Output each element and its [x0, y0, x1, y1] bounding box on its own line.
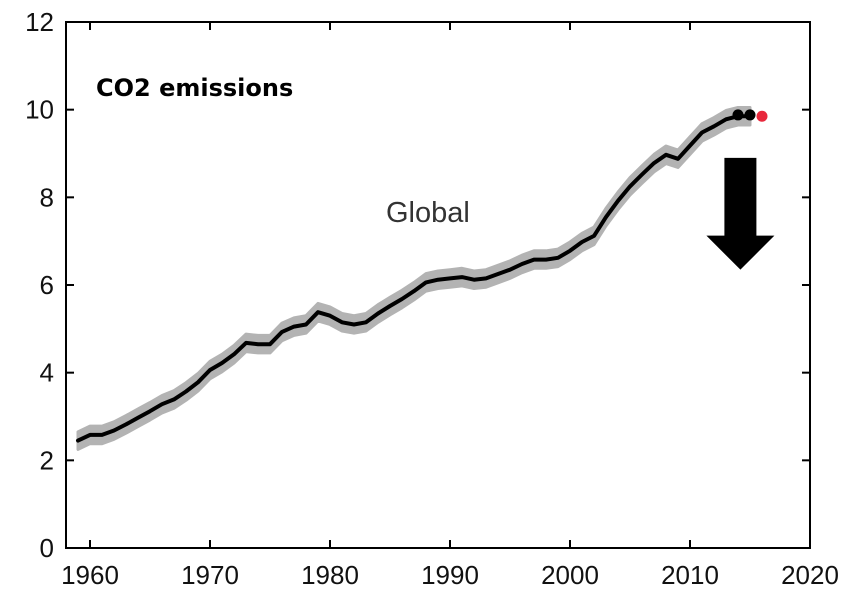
- emissions-label: CO2 emissions: [96, 74, 293, 102]
- data-point-marker: [744, 109, 756, 121]
- y-tick-label: 6: [40, 270, 54, 300]
- y-tick-label: 0: [40, 533, 54, 563]
- x-tick-label: 2010: [661, 560, 719, 590]
- y-tick-label: 4: [40, 358, 54, 388]
- x-tick-label: 2020: [781, 560, 839, 590]
- y-tick-label: 12: [25, 7, 54, 37]
- down-arrow-icon: [706, 157, 775, 270]
- y-tick-label: 10: [25, 95, 54, 125]
- x-tick-label: 1980: [301, 560, 359, 590]
- data-point-marker: [732, 109, 744, 121]
- x-tick-label: 1970: [181, 560, 239, 590]
- x-tick-label: 2000: [541, 560, 599, 590]
- data-point-marker: [756, 110, 768, 122]
- emissions-series-line: [76, 114, 752, 443]
- region-label: Global: [386, 197, 470, 229]
- x-tick-label: 1990: [421, 560, 479, 590]
- y-tick-label: 8: [40, 182, 54, 212]
- y-tick-label: 2: [40, 445, 54, 475]
- x-tick-label: 1960: [61, 560, 119, 590]
